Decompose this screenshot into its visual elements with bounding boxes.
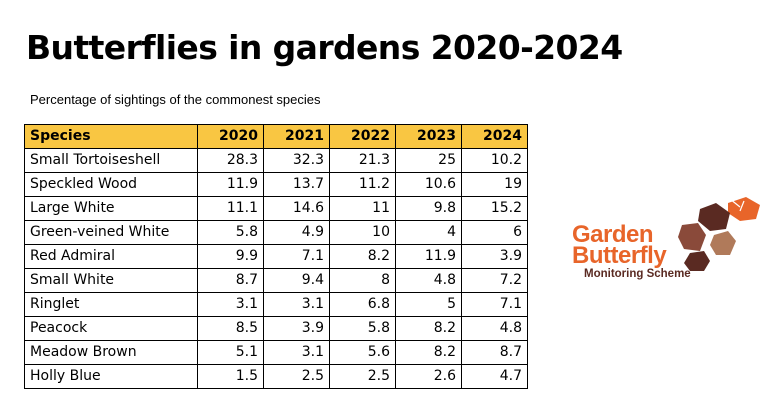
value-cell-2023: 4 xyxy=(395,220,462,245)
value-cell-2020: 3.1 xyxy=(197,292,264,317)
value-cell-2024: 10.2 xyxy=(461,148,528,173)
value-cell-2022: 8.2 xyxy=(329,244,396,269)
value-cell-2024: 6 xyxy=(461,220,528,245)
table-row: Holly Blue 1.5 2.5 2.5 2.6 4.7 xyxy=(24,364,528,389)
value-cell-2024: 19 xyxy=(461,172,528,197)
table-header-row: Species 2020 2021 2022 2023 2024 xyxy=(24,124,528,149)
page-subtitle: Percentage of sightings of the commonest… xyxy=(30,92,321,107)
table-row: Peacock 8.5 3.9 5.8 8.2 4.8 xyxy=(24,316,528,341)
value-cell-2020: 1.5 xyxy=(197,364,264,389)
value-cell-2022: 10 xyxy=(329,220,396,245)
value-cell-2021: 3.9 xyxy=(263,316,330,341)
value-cell-2022: 11 xyxy=(329,196,396,221)
value-cell-2023: 2.6 xyxy=(395,364,462,389)
value-cell-2023: 8.2 xyxy=(395,316,462,341)
value-cell-2024: 4.7 xyxy=(461,364,528,389)
value-cell-2023: 4.8 xyxy=(395,268,462,293)
table-row: Red Admiral 9.9 7.1 8.2 11.9 3.9 xyxy=(24,244,528,269)
value-cell-2021: 9.4 xyxy=(263,268,330,293)
value-cell-2024: 7.2 xyxy=(461,268,528,293)
table-row: Meadow Brown 5.1 3.1 5.6 8.2 8.7 xyxy=(24,340,528,365)
species-name-cell: Holly Blue xyxy=(24,364,198,389)
table-row: Speckled Wood 11.9 13.7 11.2 10.6 19 xyxy=(24,172,528,197)
species-name-cell: Green-veined White xyxy=(24,220,198,245)
column-header-2024: 2024 xyxy=(461,124,528,149)
value-cell-2020: 11.9 xyxy=(197,172,264,197)
value-cell-2020: 5.1 xyxy=(197,340,264,365)
value-cell-2021: 2.5 xyxy=(263,364,330,389)
value-cell-2024: 8.7 xyxy=(461,340,528,365)
value-cell-2023: 9.8 xyxy=(395,196,462,221)
value-cell-2020: 5.8 xyxy=(197,220,264,245)
value-cell-2022: 2.5 xyxy=(329,364,396,389)
value-cell-2023: 11.9 xyxy=(395,244,462,269)
value-cell-2021: 14.6 xyxy=(263,196,330,221)
logo-text-butterfly: Butterfly xyxy=(572,242,667,269)
value-cell-2023: 5 xyxy=(395,292,462,317)
value-cell-2021: 13.7 xyxy=(263,172,330,197)
value-cell-2022: 5.6 xyxy=(329,340,396,365)
value-cell-2021: 3.1 xyxy=(263,340,330,365)
value-cell-2021: 4.9 xyxy=(263,220,330,245)
value-cell-2020: 28.3 xyxy=(197,148,264,173)
value-cell-2024: 15.2 xyxy=(461,196,528,221)
column-header-2020: 2020 xyxy=(197,124,264,149)
column-header-species: Species xyxy=(24,124,198,149)
table-row: Small White 8.7 9.4 8 4.8 7.2 xyxy=(24,268,528,293)
value-cell-2020: 11.1 xyxy=(197,196,264,221)
butterfly-logo-icon xyxy=(678,197,760,271)
species-table: Species 2020 2021 2022 2023 2024 Small T… xyxy=(24,124,528,389)
value-cell-2023: 8.2 xyxy=(395,340,462,365)
value-cell-2023: 10.6 xyxy=(395,172,462,197)
value-cell-2021: 3.1 xyxy=(263,292,330,317)
value-cell-2024: 3.9 xyxy=(461,244,528,269)
table-row: Ringlet 3.1 3.1 6.8 5 7.1 xyxy=(24,292,528,317)
value-cell-2022: 8 xyxy=(329,268,396,293)
value-cell-2020: 9.9 xyxy=(197,244,264,269)
species-name-cell: Small White xyxy=(24,268,198,293)
table-row: Large White 11.1 14.6 11 9.8 15.2 xyxy=(24,196,528,221)
page-title: Butterflies in gardens 2020-2024 xyxy=(26,28,623,67)
species-name-cell: Peacock xyxy=(24,316,198,341)
column-header-2022: 2022 xyxy=(329,124,396,149)
value-cell-2022: 5.8 xyxy=(329,316,396,341)
species-name-cell: Speckled Wood xyxy=(24,172,198,197)
species-name-cell: Ringlet xyxy=(24,292,198,317)
logo-text-garden: Garden xyxy=(572,221,654,248)
gbms-logo: Garden Butterfly Monitoring Scheme xyxy=(572,195,762,287)
value-cell-2021: 32.3 xyxy=(263,148,330,173)
value-cell-2022: 21.3 xyxy=(329,148,396,173)
species-name-cell: Red Admiral xyxy=(24,244,198,269)
value-cell-2024: 4.8 xyxy=(461,316,528,341)
value-cell-2022: 11.2 xyxy=(329,172,396,197)
column-header-2023: 2023 xyxy=(395,124,462,149)
value-cell-2020: 8.5 xyxy=(197,316,264,341)
table-row: Green-veined White 5.8 4.9 10 4 6 xyxy=(24,220,528,245)
value-cell-2020: 8.7 xyxy=(197,268,264,293)
column-header-2021: 2021 xyxy=(263,124,330,149)
species-name-cell: Large White xyxy=(24,196,198,221)
value-cell-2021: 7.1 xyxy=(263,244,330,269)
logo-text-scheme: Monitoring Scheme xyxy=(584,268,691,280)
species-name-cell: Small Tortoiseshell xyxy=(24,148,198,173)
table-row: Small Tortoiseshell 28.3 32.3 21.3 25 10.2 xyxy=(24,148,528,173)
value-cell-2023: 25 xyxy=(395,148,462,173)
value-cell-2022: 6.8 xyxy=(329,292,396,317)
species-name-cell: Meadow Brown xyxy=(24,340,198,365)
value-cell-2024: 7.1 xyxy=(461,292,528,317)
